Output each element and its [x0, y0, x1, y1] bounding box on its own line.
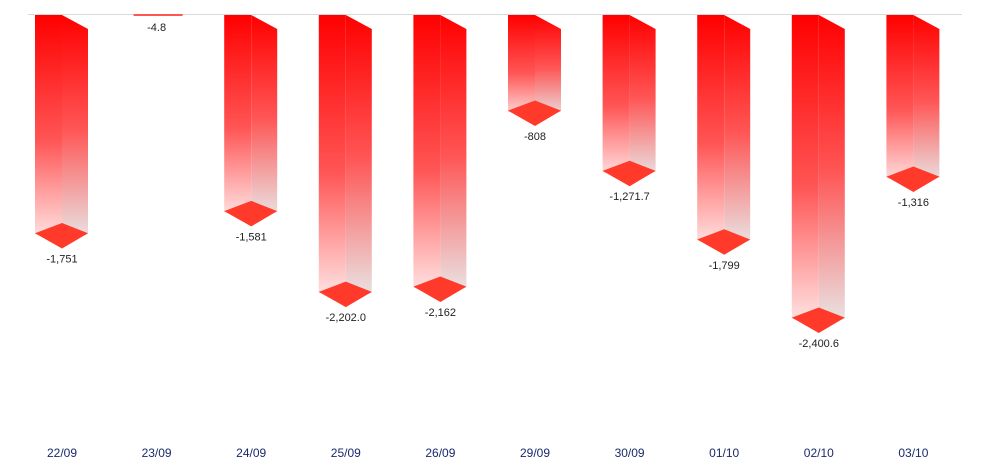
bar-cap	[35, 223, 88, 249]
category-tick-label: 01/10	[709, 446, 739, 460]
bar-cap	[886, 166, 940, 192]
bar-23/09	[133, 14, 183, 16]
bar-front	[697, 15, 725, 249]
bar-29/09	[508, 15, 561, 126]
bar-side	[535, 15, 561, 121]
bar-cap	[413, 276, 467, 302]
data-label: -2,400.6	[799, 338, 839, 350]
category-tick-label: 30/09	[615, 446, 645, 460]
bar-side	[818, 15, 845, 327]
bars-group	[35, 14, 940, 333]
category-tick-label: 24/09	[236, 446, 266, 460]
data-label: -4.8	[147, 22, 166, 34]
data-label: -2,162	[425, 307, 456, 319]
bar-side	[251, 15, 278, 221]
data-label: -1,271.7	[609, 191, 649, 203]
bar-front	[791, 15, 819, 327]
category-tick-label: 26/09	[425, 446, 455, 460]
category-tick-label: 22/09	[47, 446, 77, 460]
bar-front	[133, 14, 183, 16]
bar-front	[508, 15, 535, 121]
bar-side	[440, 15, 467, 296]
category-tick-label: 29/09	[520, 446, 550, 460]
bar-22/09	[35, 15, 88, 249]
bar-side	[345, 15, 372, 302]
bar-cap	[318, 281, 372, 308]
bar-front	[318, 15, 346, 302]
bar-front	[35, 15, 62, 243]
bar-side	[724, 15, 751, 249]
bar-cap	[508, 100, 561, 126]
data-label: -1,799	[709, 260, 740, 272]
bar-cap	[697, 229, 751, 255]
bar-side	[629, 15, 656, 181]
bar-cap	[602, 160, 656, 187]
bar-front	[602, 15, 630, 181]
data-label: -1,751	[46, 254, 77, 266]
bar-cap	[224, 200, 278, 227]
bar-30/09	[602, 15, 656, 187]
data-label: -1,581	[236, 231, 267, 243]
data-labels-group: -1,751 -4.8 -1,581 -2,202.0 -2,162 -808 -1,271…	[46, 22, 929, 350]
bar-25/09	[318, 15, 372, 308]
bar-03/10	[886, 15, 940, 192]
bar-front	[886, 15, 914, 187]
bar-cap	[791, 307, 845, 333]
bar-front	[413, 15, 441, 296]
bar-26/09	[413, 15, 467, 302]
category-axis: 22/09 23/09 24/09 25/09 26/09 29/09 30/09 01/10…	[47, 446, 929, 460]
bar-front	[224, 15, 252, 221]
bar-side	[62, 15, 88, 243]
bar-02/10	[791, 15, 845, 333]
data-label: -2,202.0	[326, 312, 366, 324]
bar-24/09	[224, 15, 278, 227]
bar-01/10	[697, 15, 751, 255]
category-tick-label: 25/09	[331, 446, 361, 460]
data-label: -808	[524, 131, 546, 143]
bar-side	[913, 15, 940, 187]
category-tick-label: 23/09	[142, 446, 172, 460]
category-tick-label: 03/10	[898, 446, 928, 460]
data-label: -1,316	[898, 197, 929, 209]
category-tick-label: 02/10	[804, 446, 834, 460]
